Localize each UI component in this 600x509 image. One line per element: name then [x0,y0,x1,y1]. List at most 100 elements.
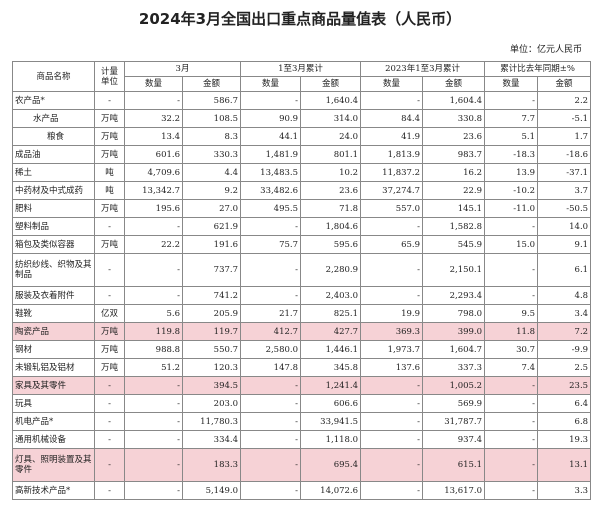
cell-quantity: 13.4 [124,127,183,146]
table-row: 成品油 万吨 601.6 330.3 1,481.9 801.1 1,813.9 983.7-… [12,145,592,164]
cell-quantity: - [240,481,302,500]
cell-amount: 394.5 [181,376,242,395]
cell-amount: 31,787.7 [422,412,486,431]
cell-amount: 14,072.6 [300,481,362,500]
cell-amount: 119.7 [181,322,242,341]
header-sub-qty: 数量 [124,76,183,92]
cell-quantity: - [124,91,183,110]
cell-amount: 1,005.2 [422,376,486,395]
cell-quantity: - [240,448,302,482]
cell-quantity: - [360,448,424,482]
table-row: 肥料 万吨 195.6 27.0 495.5 71.8 557.0 145.1 -11.0 -50… [12,199,592,218]
cell-quantity: 195.6 [124,199,183,218]
cell-quantity: 369.3 [360,322,424,341]
cell-amount: 606.6 [300,394,362,413]
row-name: 钢材 [12,340,95,359]
cell-quantity: - [484,430,539,449]
cell-amount: 586.7 [181,91,242,110]
cell-quantity: - [240,91,302,110]
header-name: 商品名称 [12,61,95,92]
header-sub-amount: 金额 [181,76,242,92]
cell-amount: 569.9 [422,394,486,413]
cell-quantity: 19.9 [360,304,424,323]
cell-quantity: 495.5 [240,199,302,218]
cell-amount: 191.6 [181,235,242,254]
cell-quantity: - [124,412,183,431]
cell-amount: 334.4 [181,430,242,449]
cell-amount: 427.7 [300,322,362,341]
row-name: 机电产品* [12,412,95,431]
cell-amount: 2,150.1 [422,253,486,287]
cell-quantity: 412.7 [240,322,302,341]
cell-quantity: - [124,376,183,395]
table-row: 机电产品* - -11,780.3-33,941.5-31,787.7-6.8 [12,412,592,431]
cell-amount: 8.3 [181,127,242,146]
row-name: 稀土 [12,163,95,182]
unit-note: 单位：亿元人民币 [509,45,582,55]
cell-amount: 6.1 [537,253,592,287]
cell-quantity: 41.9 [360,127,424,146]
cell-quantity: - [484,286,539,305]
cell-amount: 27.0 [181,199,242,218]
cell-quantity: -18.3 [484,145,539,164]
cell-quantity: 1,481.9 [240,145,302,164]
cell-quantity: - [484,394,539,413]
cell-quantity: 11,837.2 [360,163,424,182]
cell-quantity: 137.6 [360,358,424,377]
cell-quantity: - [124,481,183,500]
cell-amount: 330.8 [422,109,486,128]
cell-amount: 737.7 [181,253,242,287]
cell-amount: 23.6 [422,127,486,146]
cell-amount: 11,780.3 [181,412,242,431]
header-sub-qty: 数量 [484,76,539,92]
cell-amount: 741.2 [181,286,242,305]
row-name: 陶瓷产品 [12,322,95,341]
row-name: 水产品 [12,109,95,128]
cell-quantity: 13,483.5 [240,163,302,182]
table-row: 粮食 万吨 13.4 8.3 44.1 24.0 41.9 23.6 5.1 1.7 [12,127,592,146]
cell-amount: 937.4 [422,430,486,449]
cell-amount: 23.5 [537,376,592,395]
cell-amount: 145.1 [422,199,486,218]
table-row: 钢材 万吨 988.8 550.7 2,580.0 1,446.1 1,973.7 1,604… [12,340,592,359]
cell-quantity: - [484,448,539,482]
row-name: 高新技术产品* [12,481,95,500]
cell-quantity: 22.2 [124,235,183,254]
cell-amount: -37.1 [537,163,592,182]
row-unit: 万吨 [94,235,125,254]
row-unit: - [94,286,125,305]
table-body: 农产品* - -586.7-1,640.4-1,604.4-2.2 水产品 万吨 32.2… [12,91,592,500]
cell-quantity: 13.9 [484,163,539,182]
cell-quantity: 1,973.7 [360,340,424,359]
row-unit: - [94,412,125,431]
cell-quantity: - [360,253,424,287]
cell-quantity: - [240,430,302,449]
cell-amount: 108.5 [181,109,242,128]
row-unit: 吨 [94,181,125,200]
cell-amount: 24.0 [300,127,362,146]
cell-quantity: 7.4 [484,358,539,377]
cell-amount: 2,403.0 [300,286,362,305]
cell-quantity: - [484,376,539,395]
header-sub-qty: 数量 [240,76,302,92]
cell-quantity: 65.9 [360,235,424,254]
cell-quantity: - [124,394,183,413]
cell-quantity: 33,482.6 [240,181,302,200]
row-unit: 万吨 [94,358,125,377]
cell-amount: 1,118.0 [300,430,362,449]
cell-quantity: 147.8 [240,358,302,377]
table-row: 玩具 - -203.0-606.6-569.9-6.4 [12,394,592,413]
cell-quantity: 557.0 [360,199,424,218]
cell-amount: 7.2 [537,322,592,341]
cell-quantity: 37,274.7 [360,181,424,200]
row-unit: 万吨 [94,322,125,341]
page-title: 2024年3月全国出口重点商品量值表（人民币） [138,10,462,28]
row-name: 箱包及类似容器 [12,235,95,254]
header-sub-qty: 数量 [360,76,424,92]
row-name: 灯具、照明装置及其零件 [12,448,95,482]
cell-amount: 695.4 [300,448,362,482]
cell-quantity: -11.0 [484,199,539,218]
table-row: 纺织纱线、织物及其制品 - -737.7-2,280.9-2,150.1-6.1 [12,253,592,287]
cell-quantity: - [360,286,424,305]
cell-amount: -5.1 [537,109,592,128]
